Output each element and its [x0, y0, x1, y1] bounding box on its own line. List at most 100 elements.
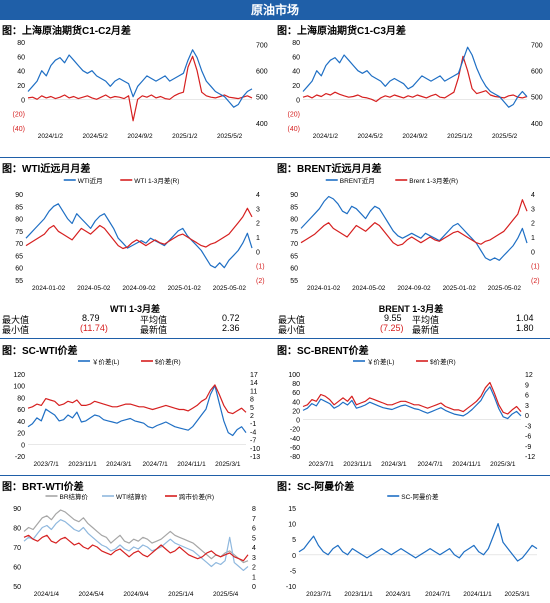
- x-tick-label: 2024/1/4: [34, 591, 60, 598]
- x-tick-label: 2024/7/1: [418, 461, 444, 468]
- chart-svg: 15 10 5 0 -5 -10 2023/7/1 2023/11/1 2024/3/1 2024…: [286, 492, 538, 598]
- chart-title: 图：WTI近远月月差: [2, 164, 91, 175]
- x-tick-label: 2023/7/1: [309, 461, 335, 468]
- y-tick-label-right: -13: [250, 454, 260, 461]
- x-tick-label: 2025-01-02: [168, 285, 202, 292]
- y-tick-label-left: 5: [292, 537, 296, 544]
- y-tick-label-right: 14: [250, 380, 258, 387]
- y-tick-label-left: 120: [13, 372, 25, 379]
- chart-title: 图：SC-BRENT价差: [277, 346, 369, 357]
- legend-label: WTI近月: [78, 176, 103, 185]
- x-tick-label: 2025/3/1: [215, 461, 241, 468]
- x-tick-label: 2024-01-02: [32, 285, 66, 292]
- y-tick-label-right: 12: [525, 372, 533, 379]
- y-tick-label-left: (40): [288, 126, 300, 133]
- y-tick-label-right: 9: [525, 382, 529, 389]
- y-tick-label-left: 60: [17, 54, 25, 61]
- y-tick-label-right: 400: [531, 121, 543, 128]
- x-tick-label: 2023/7/1: [34, 461, 60, 468]
- x-tick-label: 2025/3/1: [490, 461, 516, 468]
- y-tick-label-left: 80: [17, 40, 25, 47]
- y-tick-label-left: 60: [292, 54, 300, 61]
- y-tick-label-left: -20: [15, 454, 25, 461]
- y-tick-label-right: 6: [525, 393, 529, 400]
- brent-stats-table: BRENT 1-3月差 最大值 9.55 平均值 1.04 最小值 (7.25)…: [276, 302, 550, 335]
- chart-panel-sc-c1-c3: 图：上海原油期货C1-C3月差 80 60 40 20 0 (20) (40) 700 600 5…: [275, 22, 550, 154]
- y-tick-label-left: -5: [290, 568, 296, 575]
- y-tick-label-right: -10: [250, 446, 260, 453]
- section-divider: [0, 338, 550, 339]
- y-tick-label-left: 80: [292, 40, 300, 47]
- stats-value: 1.04: [516, 313, 534, 323]
- y-tick-label-left: (20): [13, 112, 25, 119]
- y-tick-label-left: 85: [15, 204, 23, 211]
- y-tick-label-right: -7: [250, 438, 256, 445]
- series-line: [27, 55, 253, 122]
- x-tick-label: 2024/3/1: [106, 461, 132, 468]
- stats-label: 平均值: [412, 315, 440, 325]
- y-tick-label-left: 65: [15, 253, 23, 260]
- legend-label: BRENT近月: [340, 176, 375, 185]
- y-tick-label-right: 400: [256, 121, 268, 128]
- x-tick-label: 2023/11/1: [68, 461, 97, 468]
- y-tick-label-left: 0: [296, 418, 300, 425]
- y-tick-label-right: -4: [250, 429, 256, 436]
- series-line: [23, 509, 249, 564]
- x-tick-label: 2024-09-02: [397, 285, 431, 292]
- stats-label: 最小值: [2, 325, 30, 335]
- y-tick-label-right: -1: [250, 421, 256, 428]
- chart-svg: 90 85 80 75 70 65 60 55 4 3 2 1 0 (1) (2) 2024-01-02 202…: [15, 176, 264, 292]
- x-tick-label: 2023/11/1: [343, 461, 372, 468]
- y-tick-label-right: 3: [252, 555, 256, 562]
- y-tick-label-left: -20: [290, 427, 300, 434]
- stats-value: (7.25): [380, 323, 404, 333]
- page-banner: 原油市场: [0, 0, 550, 20]
- x-tick-label: 2024/5/2: [358, 133, 384, 140]
- y-tick-label-left: 100: [13, 384, 25, 391]
- chart-panel-brt-wti: 图：BRT-WTI价差 90 80 70 60 50 8 7 6 5 4 3 2 1 0 2024/1/4 2…: [0, 478, 275, 602]
- y-tick-label-right: 8: [252, 506, 256, 513]
- section-divider: [0, 475, 550, 476]
- y-tick-label-right: 0: [252, 584, 256, 591]
- y-tick-label-right: 8: [250, 397, 254, 404]
- legend-label: WTI结算价: [116, 492, 148, 501]
- x-tick-label: 2025/1/2: [447, 133, 473, 140]
- y-tick-label-right: 1: [531, 235, 535, 242]
- y-tick-label-left: 75: [290, 229, 298, 236]
- y-tick-label-left: 40: [17, 69, 25, 76]
- series-line: [302, 386, 522, 420]
- x-tick-label: 2025/5/2: [492, 133, 518, 140]
- series-line: [23, 534, 249, 562]
- chart-svg: 80 60 40 20 0 (20) (40) 700 600 500 400 2024/1/2 202…: [13, 40, 268, 140]
- legend-label: BR结算价: [60, 492, 89, 501]
- series-line: [27, 49, 253, 108]
- y-tick-label-left: 75: [15, 229, 23, 236]
- y-tick-label-right: 0: [531, 249, 535, 256]
- stats-value: 2.36: [222, 323, 240, 333]
- y-tick-label-right: 0: [256, 249, 260, 256]
- y-tick-label-right: 6: [252, 526, 256, 533]
- y-tick-label-left: 0: [296, 97, 300, 104]
- x-tick-label: 2024/3/1: [386, 591, 412, 598]
- x-tick-label: 2025/5/2: [217, 133, 243, 140]
- y-tick-label-left: 65: [290, 253, 298, 260]
- stats-title: WTI 1-3月差: [109, 304, 160, 314]
- legend-label: SC-阿曼价差: [401, 492, 439, 501]
- stats-label: 最大值: [2, 315, 30, 325]
- y-tick-label-right: 600: [256, 69, 268, 76]
- y-tick-label-right: 5: [252, 535, 256, 542]
- y-tick-label-left: 55: [15, 278, 23, 285]
- series-line: [302, 381, 522, 415]
- y-tick-label-right: 5: [250, 405, 254, 412]
- y-tick-label-left: 70: [290, 241, 298, 248]
- y-tick-label-left: 10: [288, 522, 296, 529]
- series-line: [27, 385, 247, 437]
- stats-label: 最小值: [278, 325, 306, 335]
- chart-svg: 100 80 60 40 20 0 -20 -40 -60 -80 12 9 6 3 0 -3 -6 -9 -12 2…: [288, 357, 535, 468]
- y-tick-label-left: 80: [13, 526, 21, 533]
- legend-label: ￥价差(L): [367, 357, 394, 366]
- y-tick-label-left: 80: [290, 217, 298, 224]
- y-tick-label-left: 60: [13, 565, 21, 572]
- chart-panel-brent-spread: 图：BRENT近远月月差 90 85 80 75 70 65 60 55 4 3 2 1 0 (1) (2)…: [275, 160, 550, 300]
